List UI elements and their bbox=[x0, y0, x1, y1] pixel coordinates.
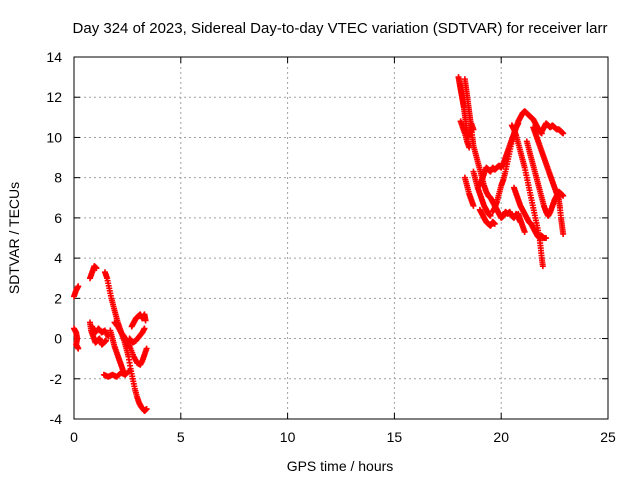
y-tick-label: 12 bbox=[46, 89, 62, 105]
x-tick-label: 10 bbox=[280, 429, 296, 445]
data-point-marker bbox=[126, 367, 133, 374]
data-point-marker bbox=[543, 235, 550, 241]
data-point-marker bbox=[103, 337, 110, 344]
data-point-marker bbox=[122, 371, 129, 378]
data-point-marker bbox=[466, 144, 473, 151]
chart-title: Day 324 of 2023, Sidereal Day-to-day VTE… bbox=[73, 20, 608, 37]
x-tick-label: 15 bbox=[387, 429, 403, 445]
data-point-marker bbox=[560, 130, 567, 137]
x-tick-label: 0 bbox=[70, 429, 78, 445]
data-point-marker bbox=[487, 212, 494, 219]
data-point-marker bbox=[143, 345, 150, 352]
x-axis-label: GPS time / hours bbox=[287, 458, 394, 474]
data-point-marker bbox=[470, 202, 477, 209]
data-point-marker bbox=[539, 263, 546, 270]
data-point-marker bbox=[560, 192, 567, 199]
y-tick-label: 0 bbox=[54, 331, 62, 347]
data-point-marker bbox=[75, 345, 82, 352]
y-tick-label: 4 bbox=[54, 250, 62, 266]
data-points bbox=[71, 74, 567, 414]
y-tick-label: 14 bbox=[46, 49, 62, 65]
x-tick-label: 25 bbox=[600, 429, 616, 445]
x-tick-label: 5 bbox=[177, 429, 185, 445]
x-tick-label: 20 bbox=[493, 429, 509, 445]
data-point-marker bbox=[143, 405, 150, 412]
y-tick-label: 2 bbox=[54, 290, 62, 306]
y-tick-label: 10 bbox=[46, 129, 62, 145]
data-point-marker bbox=[142, 317, 149, 324]
data-point-marker bbox=[491, 220, 498, 227]
tick-labels: 0 5 10 15 20 25 -4 -2 0 2 4 6 8 10 12 14 bbox=[46, 49, 616, 445]
y-axis-label: SDTVAR / TECUs bbox=[6, 182, 22, 294]
y-tick-label: -4 bbox=[50, 411, 63, 427]
data-point-marker bbox=[560, 230, 567, 237]
y-tick-label: 6 bbox=[54, 210, 62, 226]
plot-frame bbox=[73, 56, 609, 420]
data-point-marker bbox=[141, 325, 148, 332]
data-point-marker bbox=[521, 228, 528, 235]
data-point-marker bbox=[75, 283, 82, 290]
y-tick-label: 8 bbox=[54, 170, 62, 186]
y-tick-label: -2 bbox=[50, 371, 63, 387]
data-point-marker bbox=[93, 265, 100, 272]
